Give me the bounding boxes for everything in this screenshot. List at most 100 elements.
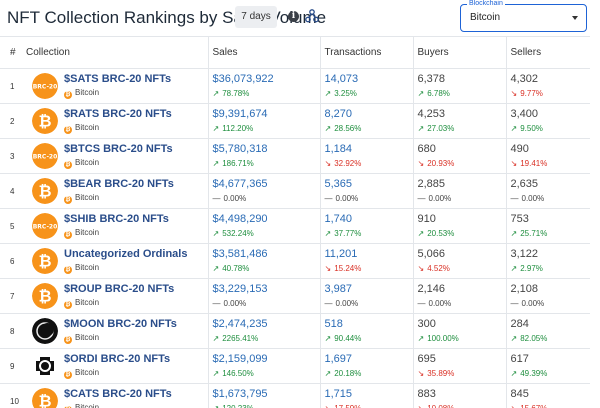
chain-label: ₿Bitcoin — [64, 228, 99, 239]
buyers-change: —0.00% — [417, 194, 452, 203]
sellers-change: ↗ 9.50% — [510, 124, 543, 133]
trend-arrow-icon: ↘ — [417, 264, 425, 273]
trend-arrow-icon: — — [212, 194, 221, 203]
bitcoin-icon: ₿ — [64, 371, 72, 379]
table-row[interactable]: 1 BRC-20 $SATS BRC-20 NFTs ₿ Bitcoin $36,… — [0, 68, 590, 104]
collection-cell[interactable]: BRC-20 $SATS BRC-20 NFTs ₿ Bitcoin — [22, 68, 208, 104]
sellers-value: 845 — [510, 388, 529, 400]
collection-name-link[interactable]: $BTCS BRC-20 NFTs — [64, 143, 173, 155]
sales-change: ↗ 40.78% — [212, 264, 250, 273]
trend-arrow-icon: ↘ — [417, 369, 425, 378]
sales-change: —0.00% — [212, 299, 247, 308]
column-header-rank: # — [0, 36, 22, 69]
rank-cell: 2 — [0, 103, 22, 139]
sales-change: —0.00% — [212, 194, 247, 203]
rank-cell: 10 — [0, 383, 22, 408]
collection-logo-icon[interactable]: BRC-20 — [32, 143, 58, 169]
chain-label: ₿Bitcoin — [64, 333, 99, 344]
blockchain-select[interactable]: Blockchain Bitcoin — [460, 0, 587, 32]
sellers-value: 753 — [510, 213, 529, 225]
table-row[interactable]: 5 BRC-20 $SHIB BRC-20 NFTs ₿ Bitcoin $4,4… — [0, 208, 590, 244]
sales-cell: $36,073,922 ↗ 78.78% — [207, 68, 320, 104]
collection-logo-icon[interactable] — [32, 318, 58, 344]
trend-arrow-icon: — — [417, 194, 426, 203]
collection-cell[interactable]: BRC-20 $BTCS BRC-20 NFTs ₿ Bitcoin — [22, 138, 208, 174]
collection-name-link[interactable]: Uncategorized Ordinals — [64, 248, 188, 260]
transactions-value: 5,365 — [324, 178, 353, 190]
network-link-icon[interactable] — [305, 9, 319, 23]
sales-cell: $9,391,674 ↗ 112.20% — [207, 103, 320, 139]
collection-logo-icon[interactable]: BRC-20 — [32, 213, 58, 239]
collection-cell[interactable]: ₿ $ROUP BRC-20 NFTs ₿ Bitcoin — [22, 278, 208, 314]
table-row[interactable]: 10 ₿ $CATS BRC-20 NFTs ₿Bitcoin $1,673,7… — [0, 383, 590, 408]
table-row[interactable]: 9 $ORDI BRC-20 NFTs ₿ Bitcoin $2,159,099 … — [0, 348, 590, 384]
collection-name-link[interactable]: $ORDI BRC-20 NFTs — [64, 353, 171, 365]
svg-text:BRC-20: BRC-20 — [33, 154, 58, 161]
table-row[interactable]: 2 ₿ $RATS BRC-20 NFTs ₿ Bitcoin $9,391,67… — [0, 103, 590, 139]
buyers-cell: 2,885 —0.00% — [412, 173, 506, 209]
collection-cell[interactable]: ₿ $RATS BRC-20 NFTs ₿ Bitcoin — [22, 103, 208, 139]
column-header-collection[interactable]: Collection — [22, 36, 208, 69]
collection-name-link[interactable]: $RATS BRC-20 NFTs — [64, 108, 172, 120]
buyers-cell: 6,378 ↗ 6.78% — [412, 68, 506, 104]
trend-arrow-icon: ↘ — [324, 159, 332, 168]
collection-logo-icon[interactable]: ₿ — [32, 248, 58, 274]
sellers-cell: 284 ↗ 82.05% — [505, 313, 590, 349]
table-row[interactable]: 4 ₿ $BEAR BRC-20 NFTs ₿ Bitcoin $4,677,36… — [0, 173, 590, 209]
collection-cell[interactable]: BRC-20 $SHIB BRC-20 NFTs ₿ Bitcoin — [22, 208, 208, 244]
column-header-sales[interactable]: Sales — [207, 36, 320, 69]
trend-arrow-icon: — — [417, 299, 426, 308]
bitcoin-icon: ₿ — [64, 161, 72, 169]
sales-value: $36,073,922 — [212, 73, 274, 85]
collection-name-link[interactable]: $SATS BRC-20 NFTs — [64, 73, 172, 85]
collection-name-link[interactable]: $CATS BRC-20 NFTs — [64, 388, 172, 400]
rank-cell: 7 — [0, 278, 22, 314]
table-header-row: # Collection Sales Transactions Buyers S… — [0, 36, 590, 69]
collection-logo-icon[interactable] — [32, 353, 58, 379]
blockchain-select-value: Bitcoin — [470, 12, 501, 23]
collection-name-link[interactable]: $SHIB BRC-20 NFTs — [64, 213, 169, 225]
trend-arrow-icon: ↗ — [213, 404, 220, 408]
collection-cell[interactable]: ₿ Uncategorized Ordinals ₿ Bitcoin — [22, 243, 208, 279]
collection-logo-icon[interactable]: ₿ — [32, 283, 58, 309]
info-icon[interactable]: i — [288, 11, 299, 22]
trend-arrow-icon: ↗ — [212, 334, 220, 343]
bitcoin-icon: ₿ — [64, 301, 72, 309]
svg-text:BRC-20: BRC-20 — [33, 84, 58, 91]
transactions-cell: 14,073 ↗ 3.25% — [319, 68, 413, 104]
chain-name: Bitcoin — [75, 88, 100, 97]
period-button[interactable]: 7 days — [235, 6, 277, 28]
collection-name-link[interactable]: $MOON BRC-20 NFTs — [64, 318, 177, 330]
collection-logo-icon[interactable]: ₿ — [32, 108, 58, 134]
bitcoin-icon: ₿ — [64, 91, 72, 99]
column-header-buyers[interactable]: Buyers — [412, 36, 506, 69]
column-header-sellers[interactable]: Sellers — [505, 36, 590, 69]
table-row[interactable]: 6 ₿ Uncategorized Ordinals ₿ Bitcoin $3,5… — [0, 243, 590, 279]
column-header-transactions[interactable]: Transactions — [319, 36, 413, 69]
buyers-change: ↗ 20.53% — [417, 229, 455, 238]
sellers-cell: 4,302 ↘ 9.77% — [505, 68, 590, 104]
table-row[interactable]: 8 $MOON BRC-20 NFTs ₿ Bitcoin $2,474,235 … — [0, 313, 590, 349]
collection-cell[interactable]: ₿ $BEAR BRC-20 NFTs ₿ Bitcoin — [22, 173, 208, 209]
collection-name-link[interactable]: $ROUP BRC-20 NFTs — [64, 283, 175, 295]
collection-logo-icon[interactable]: ₿ — [32, 178, 58, 204]
trend-arrow-icon: ↗ — [212, 229, 220, 238]
buyers-change: ↘ 35.89% — [417, 369, 455, 378]
buyers-change: ↗ 27.03% — [417, 124, 455, 133]
table-row[interactable]: 3 BRC-20 $BTCS BRC-20 NFTs ₿ Bitcoin $5,7… — [0, 138, 590, 174]
collection-name-link[interactable]: $BEAR BRC-20 NFTs — [64, 178, 174, 190]
buyers-value: 5,066 — [417, 248, 446, 260]
rankings-table: # Collection Sales Transactions Buyers S… — [0, 36, 590, 408]
buyers-value: 695 — [417, 353, 436, 365]
sales-change: ↗120.23% — [213, 404, 320, 408]
trend-arrow-icon: — — [510, 194, 519, 203]
chain-name: Bitcoin — [75, 228, 100, 237]
collection-logo-icon[interactable]: ₿ — [32, 388, 58, 408]
collection-logo-icon[interactable]: BRC-20 — [32, 73, 58, 99]
trend-arrow-icon: ↗ — [324, 334, 332, 343]
rank-cell: 4 — [0, 173, 22, 209]
table-row[interactable]: 7 ₿ $ROUP BRC-20 NFTs ₿ Bitcoin $3,229,15… — [0, 278, 590, 314]
collection-cell[interactable]: $ORDI BRC-20 NFTs ₿ Bitcoin — [22, 348, 208, 384]
collection-cell[interactable]: ₿ $CATS BRC-20 NFTs ₿Bitcoin — [22, 383, 208, 408]
collection-cell[interactable]: $MOON BRC-20 NFTs ₿ Bitcoin — [22, 313, 208, 349]
